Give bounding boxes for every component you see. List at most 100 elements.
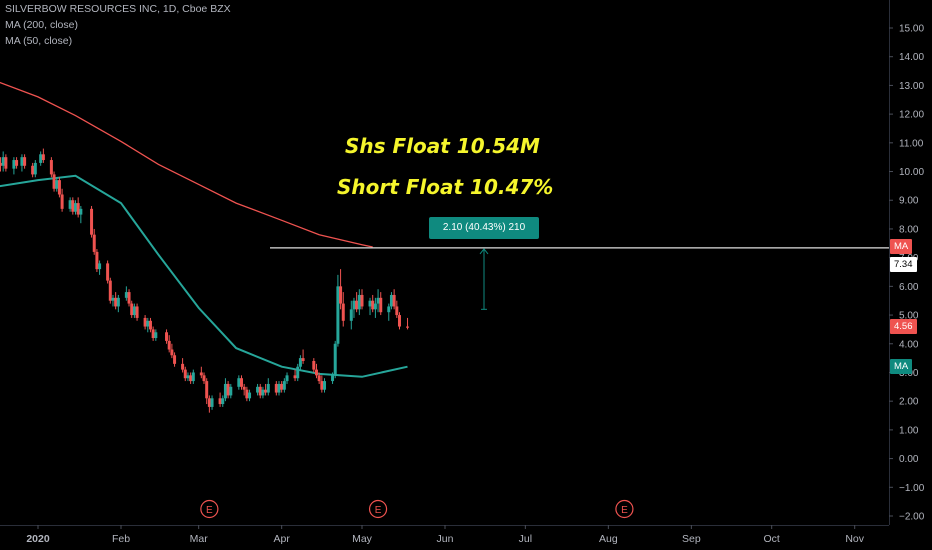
- candle-body: [349, 309, 353, 321]
- candle-body: [229, 386, 233, 396]
- candle-body: [132, 306, 136, 316]
- ma50-price-tag: MA: [890, 359, 913, 374]
- candle-body: [57, 180, 61, 195]
- candle-body: [371, 300, 375, 310]
- y-tick-label: 5.00: [899, 311, 919, 322]
- ma50-legend[interactable]: MA (50, close): [5, 35, 73, 47]
- chart-title: SILVERBOW RESOURCES INC, 1D, Cboe BZX: [5, 3, 231, 15]
- candle-body: [39, 154, 43, 163]
- x-tick-label: Mar: [190, 533, 209, 545]
- candle-body: [261, 389, 265, 396]
- candle-body: [242, 386, 246, 390]
- candle-body: [202, 375, 206, 382]
- candle-body: [79, 208, 83, 215]
- candle-body: [368, 300, 372, 307]
- candle-body: [108, 280, 112, 301]
- candle-body: [223, 383, 227, 399]
- candle-body: [355, 300, 359, 310]
- candle-body: [114, 297, 118, 307]
- candle-body: [146, 320, 150, 327]
- candle-body: [31, 165, 35, 175]
- candle-body: [151, 329, 155, 339]
- earnings-marker-label: E: [206, 505, 213, 516]
- x-tick-label: May: [352, 533, 373, 545]
- x-tick-label: Sep: [682, 533, 701, 545]
- candle-body: [256, 386, 260, 393]
- candle-body: [379, 297, 383, 313]
- ma200-line: [0, 81, 373, 248]
- candle-body: [49, 160, 53, 175]
- candle-body: [258, 386, 262, 396]
- candle-body: [248, 392, 252, 399]
- y-tick-label: 11.00: [899, 138, 924, 149]
- price-axis[interactable]: 15.00 14.00 13.00 12.00 11.00 10.00 9.00 8.00 7.…: [889, 24, 925, 523]
- candle-body: [240, 378, 244, 387]
- candle-body: [237, 378, 241, 387]
- x-tick-label: Jun: [437, 533, 454, 545]
- candle-body: [218, 398, 222, 405]
- x-tick-label: 2020: [26, 533, 50, 545]
- candle-body: [73, 203, 77, 212]
- ma200-legend[interactable]: MA (200, close): [5, 19, 78, 31]
- candle-body: [124, 292, 128, 298]
- candle-body: [280, 383, 284, 390]
- line-price-tag: 7.34: [890, 257, 917, 272]
- measure-tool[interactable]: [479, 248, 489, 310]
- candle-body: [127, 292, 131, 304]
- x-tick-label: Oct: [764, 533, 780, 545]
- candle-body: [191, 372, 195, 382]
- ma200-price-tag: MA: [890, 239, 913, 254]
- candle-body: [167, 340, 171, 350]
- candle-body: [71, 200, 75, 212]
- candle-body: [15, 160, 19, 166]
- candle-body: [143, 317, 147, 327]
- y-tick-label: −2.00: [899, 512, 925, 523]
- ma50-path: [0, 174, 408, 378]
- time-axis[interactable]: 2020 Feb Mar Apr May Jun Jul Aug Sep Oct Nov: [26, 525, 865, 545]
- ma200-path: [0, 81, 373, 248]
- candle-body: [389, 294, 393, 307]
- candle-body: [1, 157, 5, 166]
- x-tick-label: Apr: [273, 533, 290, 545]
- candle-body: [135, 306, 139, 318]
- candle-body: [41, 154, 45, 161]
- candle-body: [376, 297, 380, 304]
- y-tick-label: 10.00: [899, 167, 924, 178]
- candle-body: [285, 375, 289, 382]
- candle-body: [395, 306, 399, 316]
- shs-float-annotation[interactable]: Shs Float 10.54M: [345, 134, 540, 158]
- candle-body: [68, 200, 72, 209]
- candle-body: [406, 326, 410, 328]
- y-tick-label: 2.00: [899, 397, 919, 408]
- candle-body: [245, 389, 249, 399]
- y-tick-label: 0.00: [899, 454, 919, 465]
- y-tick-label: 14.00: [899, 52, 924, 63]
- y-tick-label: 13.00: [899, 81, 924, 92]
- candle-body: [0, 162, 3, 166]
- x-tick-label: Feb: [112, 533, 130, 545]
- x-tick-label: Jul: [519, 533, 532, 545]
- last-price-tag: 4.56: [890, 319, 917, 334]
- candle-body: [387, 306, 391, 313]
- earnings-marker-icon: [368, 499, 388, 519]
- candle-body: [264, 389, 268, 393]
- candle-body: [210, 398, 214, 407]
- measure-label: 2.10 (40.43%) 210: [429, 217, 539, 239]
- candle-body: [397, 315, 401, 327]
- candle-body: [205, 381, 209, 399]
- earnings-marker-label: E: [375, 505, 382, 516]
- y-tick-label: 6.00: [899, 282, 919, 293]
- candle-body: [106, 263, 110, 281]
- x-tick-label: Nov: [845, 533, 864, 545]
- y-tick-label: 15.00: [899, 24, 924, 35]
- candle-body: [116, 297, 120, 307]
- candle-body: [55, 180, 59, 189]
- candle-body: [60, 194, 64, 209]
- short-float-annotation[interactable]: Short Float 10.47%: [337, 175, 554, 199]
- candle-body: [296, 366, 300, 379]
- candle-body: [360, 294, 364, 307]
- candle-body: [20, 157, 24, 166]
- x-tick-label: Aug: [599, 533, 618, 545]
